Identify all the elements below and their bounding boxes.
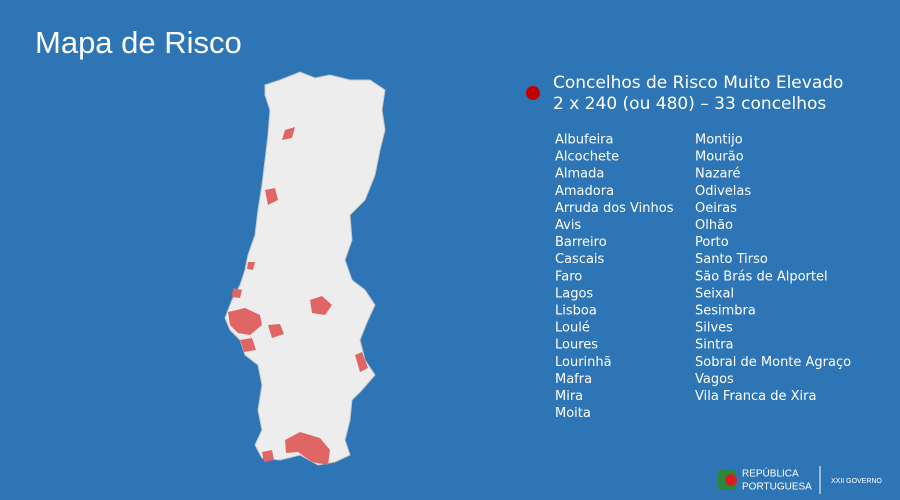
risk-region (268, 324, 284, 338)
municipality: Barreiro (555, 235, 607, 250)
municipality: Lagos (555, 286, 593, 301)
municipality: Vagos (695, 372, 734, 387)
footer-line1: REPÚBLICA (742, 467, 799, 480)
municipality-list: Albufeira Alcochete Almada Amadora Arruda do… (555, 133, 851, 422)
municipality: Nazaré (695, 167, 741, 182)
municipality: Loures (555, 338, 598, 353)
risk-region (228, 308, 262, 335)
municipality: Avis (555, 218, 581, 233)
risk-region (262, 450, 274, 462)
municipality: Silves (695, 321, 733, 336)
municipality: Porto (695, 235, 729, 250)
municipality: Sintra (695, 338, 734, 353)
municipality: Lourinhã (555, 355, 612, 370)
risk-region (240, 338, 256, 352)
municipality: Mafra (555, 372, 592, 387)
risk-region (285, 432, 330, 465)
footer-logo: REPÚBLICA PORTUGUESA XXII GOVERNO (718, 466, 883, 494)
municipality: Oeiras (695, 201, 737, 216)
risk-region (310, 296, 332, 315)
map (224, 71, 386, 466)
municipality: Mira (555, 389, 583, 404)
risk-region (265, 188, 278, 205)
risk-region (247, 262, 255, 270)
risk-regions (228, 127, 368, 465)
municipality: Santo Tirso (695, 252, 768, 267)
municipality: Sesimbra (695, 304, 756, 319)
municipality: Seixal (695, 286, 734, 301)
legend-marker (526, 86, 540, 100)
footer-line2: PORTUGUESA (742, 482, 812, 493)
municipality: Amadora (555, 184, 614, 199)
risk-region (355, 352, 368, 372)
municipality: Montijo (695, 133, 743, 148)
municipality: Olhão (695, 218, 733, 233)
country-outline (224, 71, 386, 466)
municipality: Mourão (695, 150, 744, 165)
municipality: Faro (555, 269, 582, 284)
footer-government: XXII GOVERNO (831, 478, 883, 485)
municipality: Lisboa (555, 304, 597, 319)
municipality: Cascais (555, 252, 605, 267)
slide-title: Mapa de Risco (35, 25, 242, 60)
risk-region (232, 288, 242, 298)
municipality: Moita (555, 406, 591, 421)
municipality: São Brás de Alportel (695, 269, 828, 284)
municipality: Loulé (555, 321, 590, 336)
logo-emblem-detail (725, 474, 737, 486)
legend-heading: Concelhos de Risco Muito Elevado (553, 73, 843, 93)
municipality: Alcochete (555, 150, 619, 165)
municipality: Almada (555, 167, 604, 182)
municipality: Odivelas (695, 184, 751, 199)
municipality: Arruda dos Vinhos (555, 201, 674, 216)
municipality: Vila Franca de Xira (695, 389, 816, 404)
legend-subheading: 2 x 240 (ou 480) – 33 concelhos (553, 94, 826, 114)
municipality: Sobral de Monte Agraço (695, 355, 851, 370)
municipality: Albufeira (555, 133, 614, 148)
risk-region (282, 127, 295, 140)
